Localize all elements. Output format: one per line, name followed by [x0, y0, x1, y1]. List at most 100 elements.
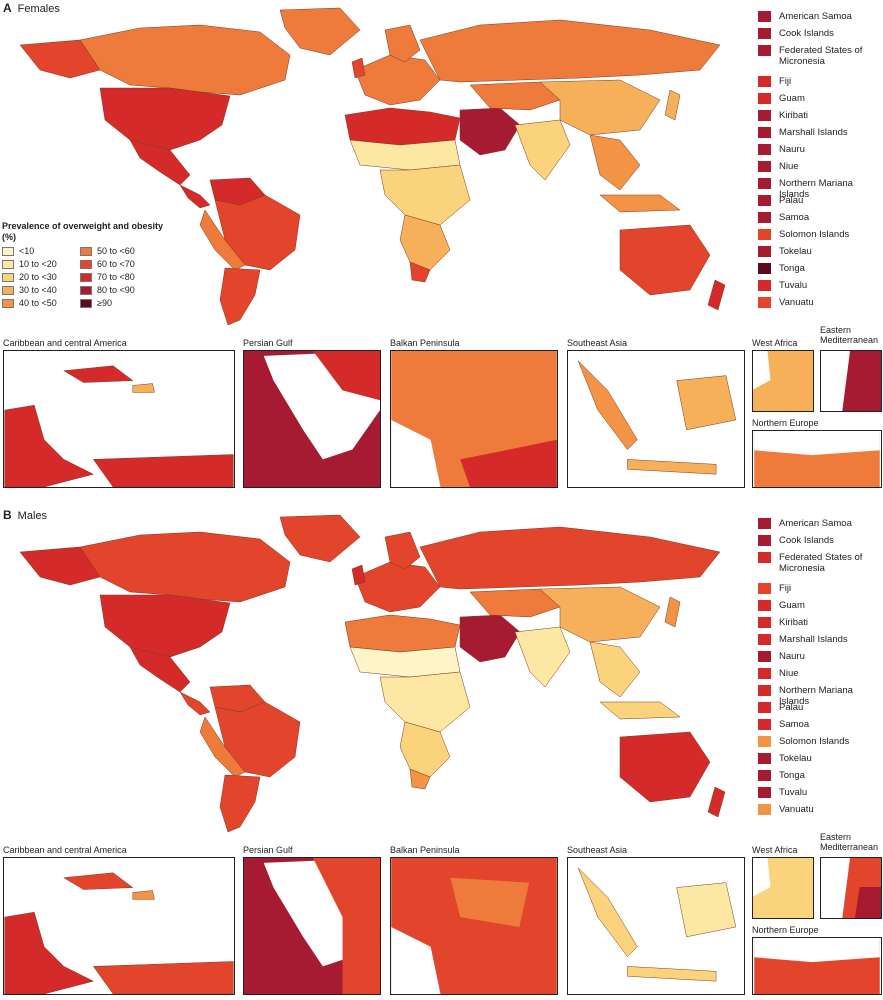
island-swatch: [758, 161, 771, 172]
argentina-chile: [219, 774, 261, 833]
island-item: Federated States of Micronesia: [758, 552, 883, 583]
greenland: [279, 7, 361, 56]
uk: [351, 564, 366, 586]
japan: [664, 89, 681, 121]
island-swatch: [758, 144, 771, 155]
island-swatch: [758, 668, 771, 679]
legend-swatch: [80, 246, 92, 256]
japan: [664, 596, 681, 628]
island-swatch: [758, 617, 771, 628]
southern-africa: [399, 721, 451, 778]
inset-label-persian-gulf: Persian Gulf: [243, 845, 293, 855]
australia: [619, 731, 711, 803]
island-item: Niue: [758, 668, 883, 685]
legend-item: 70 to <80: [80, 272, 158, 282]
island-name: Tuvalu: [779, 280, 808, 291]
legend-item: <10: [2, 246, 80, 256]
china: [539, 586, 661, 643]
central-asia: [469, 588, 561, 618]
inset-balkan: [390, 857, 558, 995]
island-item: American Samoa: [758, 518, 883, 535]
island-swatch: [758, 685, 771, 696]
panel-letter: A: [3, 1, 12, 15]
island-swatch: [758, 263, 771, 274]
inset-persian-gulf: [243, 857, 381, 995]
panel-males: B Males American Samoa Cook Islands Federat…: [0, 507, 883, 1000]
island-item: Marshall Islands: [758, 127, 883, 144]
panel-title: B Males: [3, 508, 47, 522]
legend-label: 40 to <50: [19, 298, 57, 308]
island-name: Tonga: [779, 263, 805, 274]
island-item: Fiji: [758, 76, 883, 93]
india: [514, 119, 571, 181]
inset-southeast-asia: [567, 350, 745, 488]
island-item: Northern Mariana Islands: [758, 178, 883, 200]
island-swatch: [758, 753, 771, 764]
island-name: Niue: [779, 161, 799, 172]
legend-item: 40 to <50: [2, 298, 80, 308]
inset-eastern-mediterranean: [820, 857, 882, 919]
island-swatch: [758, 28, 771, 39]
island-swatch: [758, 93, 771, 104]
island-swatch: [758, 127, 771, 138]
south-africa: [409, 261, 431, 283]
china: [539, 79, 661, 136]
island-item: Tonga: [758, 770, 883, 787]
europe: [354, 54, 441, 106]
uk: [351, 57, 366, 79]
island-name: Northern Mariana Islands: [779, 685, 853, 707]
panel-females: A Females: [2, 1, 883, 488]
central-america: [179, 184, 211, 209]
legend-item: 30 to <40: [2, 285, 80, 295]
inset-label-west-africa: West Africa: [752, 845, 798, 855]
island-item: Solomon Islands: [758, 736, 883, 753]
scandinavia: [384, 24, 421, 63]
island-swatch: [758, 702, 771, 713]
island-swatch: [758, 280, 771, 291]
inset-label-southeast-asia: Southeast Asia: [567, 845, 628, 855]
island-swatch: [758, 45, 771, 56]
island-swatch: [758, 11, 771, 22]
island-swatch: [758, 770, 771, 781]
sahel: [349, 139, 461, 171]
island-item: Samoa: [758, 719, 883, 736]
legend-item: ≥90: [80, 298, 158, 308]
island-item: Tokelau: [758, 246, 883, 263]
legend-label: 20 to <30: [19, 272, 57, 282]
southeast-asia: [589, 134, 641, 191]
inset-label-balkan: Balkan Peninsula: [390, 845, 460, 855]
island-name: Fiji: [779, 76, 792, 87]
inset-west-africa: [752, 350, 814, 412]
argentina-chile: [219, 267, 261, 326]
island-name: Fiji: [779, 583, 792, 594]
island-swatch: [758, 719, 771, 730]
south-africa: [409, 768, 431, 790]
island-item: Guam: [758, 93, 883, 110]
island-name: Palau: [779, 702, 804, 713]
alaska: [19, 39, 101, 79]
legend-swatch: [80, 298, 92, 308]
legend-label: 50 to <60: [97, 246, 135, 256]
legend-swatch: [2, 259, 14, 269]
island-item: Vanuatu: [758, 804, 883, 821]
island-swatch: [758, 212, 771, 223]
middle-east: [459, 107, 521, 156]
legend-item: 50 to <60: [80, 246, 158, 256]
island-swatch: [758, 736, 771, 747]
new-zealand: [707, 279, 726, 311]
panel-letter: B: [3, 508, 12, 522]
legend-swatch: [80, 272, 92, 282]
greenland: [279, 514, 361, 563]
island-item: Northern Mariana Islands: [758, 685, 883, 707]
island-item: Cook Islands: [758, 28, 883, 45]
sahel: [349, 646, 461, 678]
island-name: Vanuatu: [779, 804, 814, 815]
island-item: Solomon Islands: [758, 229, 883, 246]
inset-label-caribbean: Caribbean and central America: [3, 338, 127, 348]
legend-label: 70 to <80: [97, 272, 135, 282]
island-item: Kiribati: [758, 110, 883, 127]
island-name: Federated States of Micronesia: [779, 552, 863, 574]
island-legend: American Samoa Cook Islands Federated Stat…: [758, 518, 883, 821]
usa: [99, 594, 231, 658]
legend-item: 80 to <90: [80, 285, 158, 295]
